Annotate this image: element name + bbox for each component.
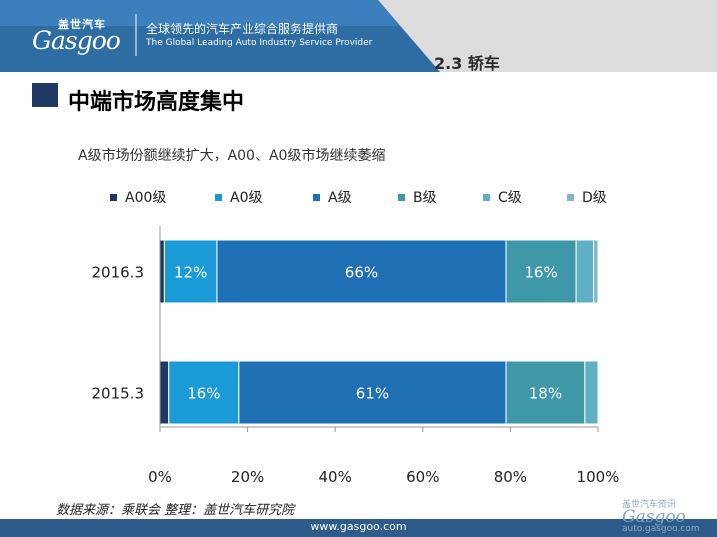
- bar-segment: [593, 239, 599, 304]
- legend-label: A级: [328, 190, 352, 206]
- legend-item: A0级: [215, 188, 262, 206]
- data-label: 16%: [187, 385, 220, 403]
- header-background: [0, 0, 440, 72]
- x-tick-label: 100%: [577, 468, 620, 486]
- x-tick-label: 80%: [494, 468, 527, 486]
- legend-swatch: [110, 193, 117, 201]
- legend-item: A00级: [110, 188, 166, 206]
- x-tick-label: 40%: [319, 468, 352, 486]
- legend-label: C级: [498, 190, 522, 206]
- bar-segment: [575, 239, 595, 304]
- logo-cn: 盖世汽车: [58, 18, 106, 31]
- tagline-en: The Global Leading Auto Industry Service…: [146, 38, 373, 48]
- data-label: 12%: [174, 264, 207, 282]
- tagline-cn: 全球领先的汽车产业综合服务提供商: [146, 22, 339, 36]
- bar-segment: [216, 239, 507, 304]
- footer-bar: [0, 519, 717, 537]
- legend-item: A级: [313, 188, 352, 206]
- legend-label: A0级: [230, 190, 263, 206]
- watermark-logo: Gasgoo: [622, 507, 686, 527]
- data-label: 66%: [345, 264, 378, 282]
- bar-segment: [584, 360, 599, 425]
- bar-segment: [159, 239, 165, 304]
- legend-item: C级: [483, 188, 522, 206]
- watermark-url: auto.gasgoo.com: [622, 524, 700, 534]
- bar-segment: [505, 360, 586, 425]
- legend-swatch: [483, 193, 490, 201]
- chart-title: A级市场份额继续扩大，A00、A0级市场继续萎缩: [78, 148, 386, 164]
- x-tick-label: 0%: [148, 468, 172, 486]
- footer-url[interactable]: www.gasgoo.com: [310, 520, 407, 533]
- watermark-small: 盖世汽车资讯: [622, 500, 677, 510]
- data-label: 18%: [529, 385, 562, 403]
- legend-item: D级: [567, 188, 607, 206]
- stacked-bar-chart: 12% 66% 16% 2016.3 16% 61% 18% 2015.3 0% 20% 40% 60…: [92, 226, 620, 486]
- data-label: 16%: [524, 264, 557, 282]
- legend-swatch: [398, 193, 405, 201]
- x-tick-label: 60%: [406, 468, 439, 486]
- data-label: 61%: [356, 385, 389, 403]
- legend-swatch: [313, 193, 320, 201]
- logo-en: Gasgoo: [32, 26, 121, 55]
- legend-swatch: [567, 193, 574, 201]
- bar-segment: [159, 360, 170, 425]
- legend-label: D级: [582, 190, 607, 206]
- category-label: 2016.3: [92, 264, 145, 282]
- category-label: 2015.3: [92, 385, 145, 403]
- header-bar: 盖世汽车 Gasgoo 全球领先的汽车产业综合服务提供商 The Global …: [0, 0, 717, 73]
- section-label: 2.3 轿车: [434, 54, 500, 73]
- data-source: 数据来源：乘联会 整理：盖世汽车研究院: [56, 503, 295, 518]
- legend-item: B级: [398, 188, 437, 206]
- legend-label: A00级: [125, 190, 167, 206]
- bar-segment: [168, 360, 240, 425]
- legend-label: B级: [413, 190, 437, 206]
- gasgoo-watermark: 盖世汽车资讯 Gasgoo auto.gasgoo.com: [622, 497, 700, 534]
- title-marker: [32, 83, 58, 107]
- page-title: 中端市场高度集中: [68, 90, 245, 115]
- x-tick-label: 20%: [231, 468, 264, 486]
- legend-swatch: [215, 193, 222, 201]
